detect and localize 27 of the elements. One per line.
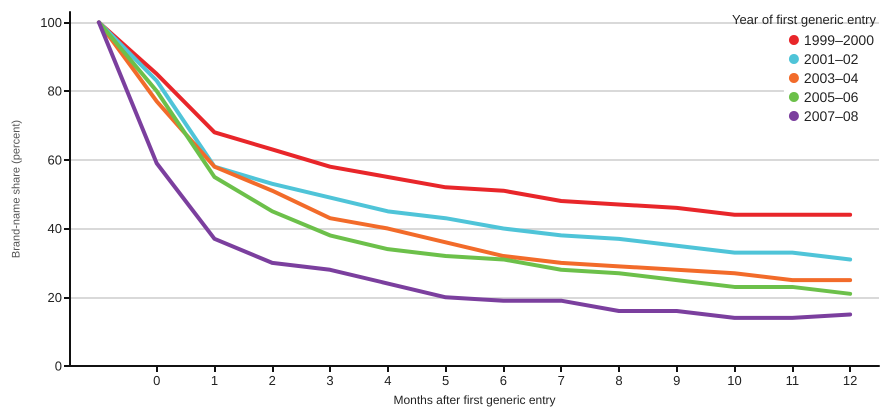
x-tick-label: 2 bbox=[268, 373, 276, 388]
x-tick-label: 0 bbox=[153, 373, 160, 388]
legend-label: 2003–04 bbox=[804, 70, 859, 86]
x-tick-label: 3 bbox=[326, 373, 334, 388]
x-tick-label: 10 bbox=[727, 373, 742, 388]
y-tick-label: 20 bbox=[48, 290, 62, 305]
x-tick-label: 12 bbox=[842, 373, 858, 388]
x-tick-label: 7 bbox=[558, 373, 565, 388]
legend-label: 2007–08 bbox=[804, 108, 859, 124]
legend-label: 2001–02 bbox=[804, 51, 859, 67]
x-tick-label: 6 bbox=[500, 373, 508, 388]
legend-title: Year of first generic entry bbox=[732, 12, 876, 27]
y-tick-label: 60 bbox=[48, 152, 62, 168]
x-tick-label: 5 bbox=[442, 373, 450, 388]
y-tick-label: 40 bbox=[48, 221, 62, 236]
legend-label: 2005–06 bbox=[804, 89, 859, 105]
y-tick-label: 80 bbox=[48, 84, 62, 99]
x-tick-label: 4 bbox=[384, 373, 392, 388]
x-axis-title: Months after first generic entry bbox=[393, 393, 556, 407]
y-tick-label: 100 bbox=[40, 14, 62, 30]
y-tick-label: 0 bbox=[54, 358, 62, 374]
y-axis-title: Brand-name share (percent) bbox=[10, 120, 22, 258]
legend-label: 1999–2000 bbox=[804, 32, 874, 48]
x-tick-label: 11 bbox=[786, 373, 800, 388]
x-tick-label: 1 bbox=[210, 373, 218, 388]
x-tick-label: 8 bbox=[615, 373, 623, 388]
x-tick-label: 9 bbox=[673, 373, 680, 388]
